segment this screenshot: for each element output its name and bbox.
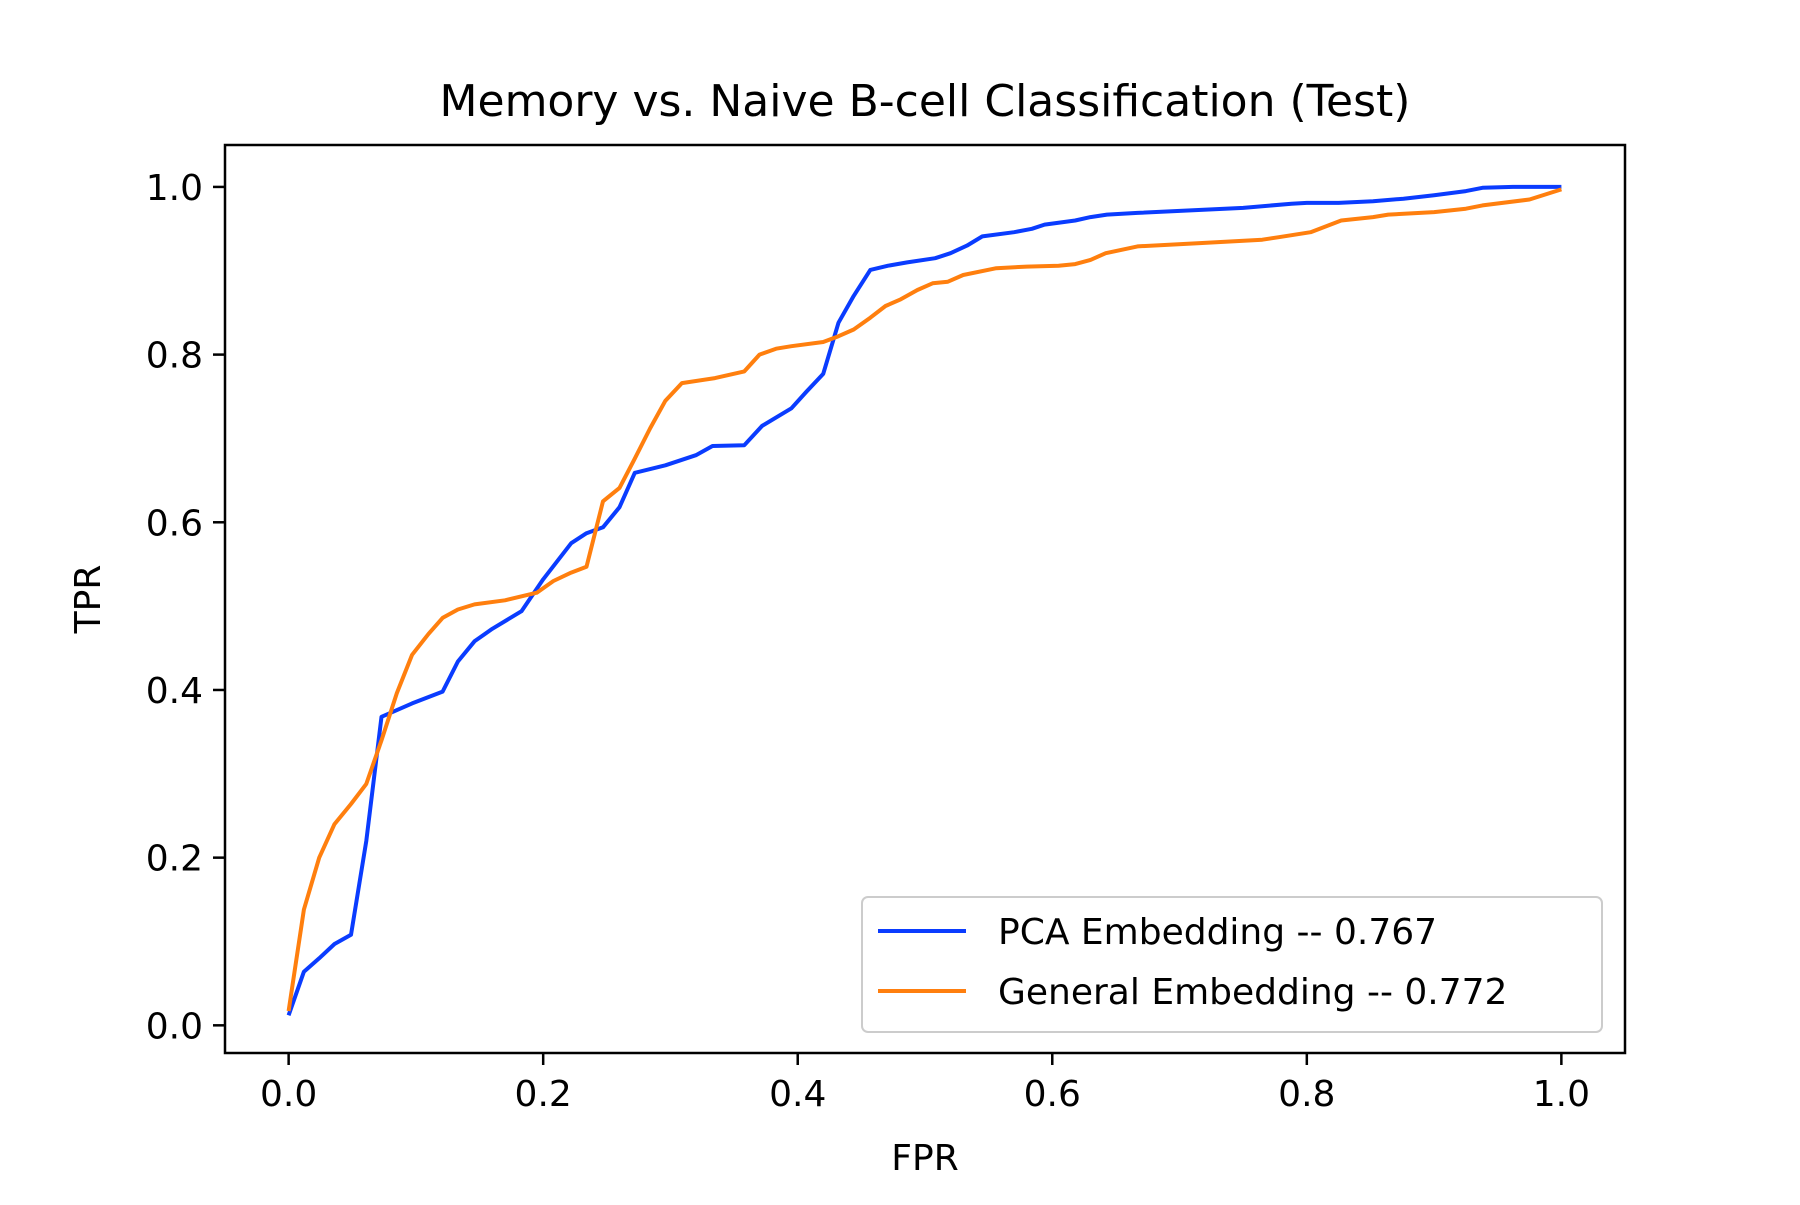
y-tick-label: 0.4 xyxy=(146,671,203,712)
y-axis-ticks: 0.0 0.2 0.4 0.6 0.8 1.0 xyxy=(146,168,225,1047)
x-tick-label: 0.8 xyxy=(1278,1074,1335,1115)
x-tick-label: 0.6 xyxy=(1024,1074,1081,1115)
x-axis-label: FPR xyxy=(891,1138,958,1179)
legend-label-general: General Embedding -- 0.772 xyxy=(998,972,1507,1013)
y-tick-label: 0.8 xyxy=(146,336,203,377)
plot-frame xyxy=(223,143,1627,1055)
y-tick-label: 0.6 xyxy=(146,503,203,544)
series-layer xyxy=(286,184,1563,1016)
y-tick-label: 0.2 xyxy=(146,839,203,880)
chart-title: Memory vs. Naive B-cell Classification (… xyxy=(440,76,1411,127)
x-axis-ticks: 0.0 0.2 0.4 0.6 0.8 1.0 xyxy=(260,1053,1590,1115)
x-tick-label: 1.0 xyxy=(1533,1074,1590,1115)
x-tick-label: 0.4 xyxy=(769,1074,826,1115)
y-tick-label: 0.0 xyxy=(146,1006,203,1047)
x-tick-label: 0.2 xyxy=(515,1074,572,1115)
series-line-pca xyxy=(286,184,1562,1016)
series-line-general xyxy=(286,187,1563,1012)
legend-box xyxy=(861,896,1603,1033)
legend: PCA Embedding -- 0.767 General Embedding… xyxy=(861,896,1603,1033)
x-tick-label: 0.0 xyxy=(260,1074,317,1115)
legend-label-pca: PCA Embedding -- 0.767 xyxy=(998,912,1437,953)
y-tick-label: 1.0 xyxy=(146,168,203,209)
y-axis-label: TPR xyxy=(68,565,109,635)
